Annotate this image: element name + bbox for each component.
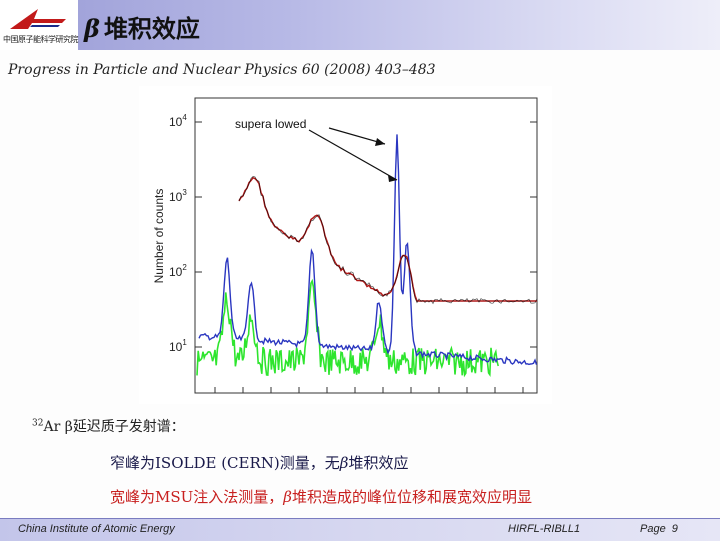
broad-peak-text-end: 堆积造成的峰位位移和展宽效应明显 <box>291 488 532 506</box>
y-tick-label: 103 <box>169 188 187 204</box>
broad-peak-note: 宽峰为MSU注入法测量，β堆积造成的峰位位移和展宽效应明显 <box>110 486 532 507</box>
y-tick-label: 104 <box>169 113 187 129</box>
annotation-arrow-1 <box>328 127 386 145</box>
ciae-logo-icon <box>10 9 66 29</box>
page-label: Page <box>640 523 666 535</box>
slide-title: β 堆积效应 <box>84 9 200 44</box>
y-ticks: 104 103 102 101 <box>169 113 537 393</box>
spectrum-plot: Number of counts 104 103 102 101 supera low… <box>139 86 552 404</box>
citation: Progress in Particle and Nuclear Physics… <box>8 62 436 78</box>
logo: 中国原子能科学研究院 <box>0 0 79 50</box>
footer-page: Page 9 <box>640 523 678 535</box>
footer-group: HIRFL-RIBLL1 <box>508 523 581 535</box>
y-axis-label: Number of counts <box>152 189 166 284</box>
caption-text: β延迟质子发射谱： <box>64 419 185 435</box>
narrow-peak-text-end: 堆积效应 <box>348 454 409 472</box>
figure-background <box>139 86 552 404</box>
spectrum-caption: 32Ar β延迟质子发射谱： <box>32 416 185 436</box>
element-symbol: Ar <box>43 419 61 435</box>
y-tick-label: 102 <box>169 263 187 279</box>
footer-institute: China Institute of Atomic Energy <box>18 523 175 535</box>
header-bar: 中国原子能科学研究院 β 堆积效应 <box>0 0 720 50</box>
footer-bar: China Institute of Atomic Energy HIRFL-R… <box>0 518 720 541</box>
annotation-arrowhead-2 <box>388 175 397 182</box>
broad-peak-beta: β <box>283 488 292 506</box>
plot-frame <box>194 97 538 394</box>
annotation-arrowhead-1 <box>375 138 385 146</box>
narrow-peak-beta: β <box>339 454 349 472</box>
narrow-peak-text: 窄峰为ISOLDE (CERN)测量，无 <box>110 454 340 472</box>
annotation-label: supera lowed <box>235 117 306 131</box>
green-spectrum-trace <box>196 278 499 378</box>
mass-number: 32 <box>32 418 44 429</box>
logo-text: 中国原子能科学研究院 <box>3 35 79 44</box>
narrow-peak-note: 窄峰为ISOLDE (CERN)测量，无β堆积效应 <box>110 452 408 473</box>
y-tick-label: 101 <box>169 338 187 354</box>
black-spectrum-trace <box>238 176 538 305</box>
title-text: 堆积效应 <box>103 15 200 43</box>
broad-peak-text: 宽峰为MSU注入法测量， <box>110 488 284 506</box>
title-beta-symbol: β <box>84 14 100 43</box>
annotation-arrow-2 <box>308 129 398 181</box>
blue-spectrum-trace <box>198 134 538 366</box>
spectrum-figure: Number of counts 104 103 102 101 supera low… <box>139 86 552 404</box>
page-number: 9 <box>671 523 678 535</box>
